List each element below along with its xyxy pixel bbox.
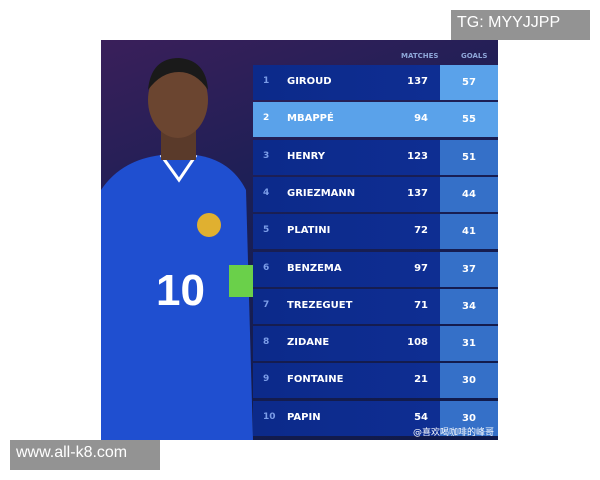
cell-goals: 34: [440, 288, 498, 324]
cell-name: PLATINI: [287, 225, 331, 237]
cell-name: GIROUD: [287, 76, 332, 87]
cell-goals: 41: [440, 214, 498, 250]
cell-rank: 4: [263, 187, 270, 198]
table-row: 2 MBAPPÉ 94 55: [253, 102, 498, 138]
cell-matches: 108: [407, 337, 428, 349]
cell-name: HENRY: [287, 150, 325, 162]
cell-matches: 137: [407, 76, 428, 87]
cell-rank: 2: [263, 113, 270, 124]
cell-rank: 5: [263, 225, 270, 236]
cell-name: ZIDANE: [287, 337, 330, 349]
table-row: 8 ZIDANE 108 31: [253, 326, 498, 362]
table-row: 1 GIROUD 137 57: [253, 65, 498, 100]
header-matches: MATCHES: [401, 52, 439, 60]
cell-name: BENZEMA: [287, 262, 342, 274]
cell-matches: 71: [414, 299, 428, 311]
cell-matches: 72: [414, 225, 428, 237]
cell-matches: 94: [414, 113, 428, 125]
cell-matches: 21: [414, 374, 428, 386]
cell-goals: 30: [440, 400, 498, 436]
header-goals: GOALS: [461, 52, 488, 60]
table-row: 3 HENRY 123 51: [253, 139, 498, 175]
shirt-number: 10: [156, 266, 205, 315]
player-photo: 10: [101, 58, 253, 440]
cell-goals: 51: [440, 139, 498, 175]
cell-goals: 30: [440, 363, 498, 399]
table-row: 6 BENZEMA 97 37: [253, 251, 498, 287]
cell-name: PAPIN: [287, 411, 321, 423]
table-row: 9 FONTAINE 21 30: [253, 363, 498, 399]
table-row: 5 PLATINI 72 41: [253, 214, 498, 250]
cell-rank: 8: [263, 337, 270, 348]
cell-matches: 54: [414, 411, 428, 423]
cell-goals: 37: [440, 251, 498, 287]
stats-graphic: 10 MATCHES GOALS 1 GIROUD 137 57 2 MBAPPÉ 94 55…: [101, 40, 498, 440]
cell-rank: 3: [263, 150, 270, 161]
cell-matches: 97: [414, 262, 428, 274]
scorers-table: MATCHES GOALS 1 GIROUD 137 57 2 MBAPPÉ 94 55 3 HE…: [253, 40, 498, 440]
cell-goals: 55: [440, 102, 498, 138]
table-row: 10 PAPIN 54 30: [253, 400, 498, 436]
cell-goals: 57: [440, 65, 498, 100]
cell-rank: 10: [263, 411, 276, 422]
cell-rank: 1: [263, 76, 270, 86]
cell-name: MBAPPÉ: [287, 113, 334, 125]
overlay-bottom: www.all-k8.com: [10, 440, 160, 470]
weibo-watermark: @喜欢喝咖啡的峰哥: [412, 428, 494, 438]
cell-rank: 7: [263, 299, 270, 310]
cell-matches: 137: [407, 187, 428, 199]
cell-name: TREZEGUET: [287, 299, 353, 311]
cell-name: GRIEZMANN: [287, 187, 356, 199]
cell-goals: 44: [440, 176, 498, 212]
cell-name: FONTAINE: [287, 374, 344, 386]
table-row: 7 TREZEGUET 71 34: [253, 288, 498, 324]
overlay-top: TG: MYYJJPP: [451, 10, 590, 40]
cell-goals: 31: [440, 326, 498, 362]
table-row: 4 GRIEZMANN 137 44: [253, 176, 498, 212]
cell-rank: 6: [263, 262, 270, 273]
cell-rank: 9: [263, 374, 270, 385]
cell-matches: 123: [407, 150, 428, 162]
